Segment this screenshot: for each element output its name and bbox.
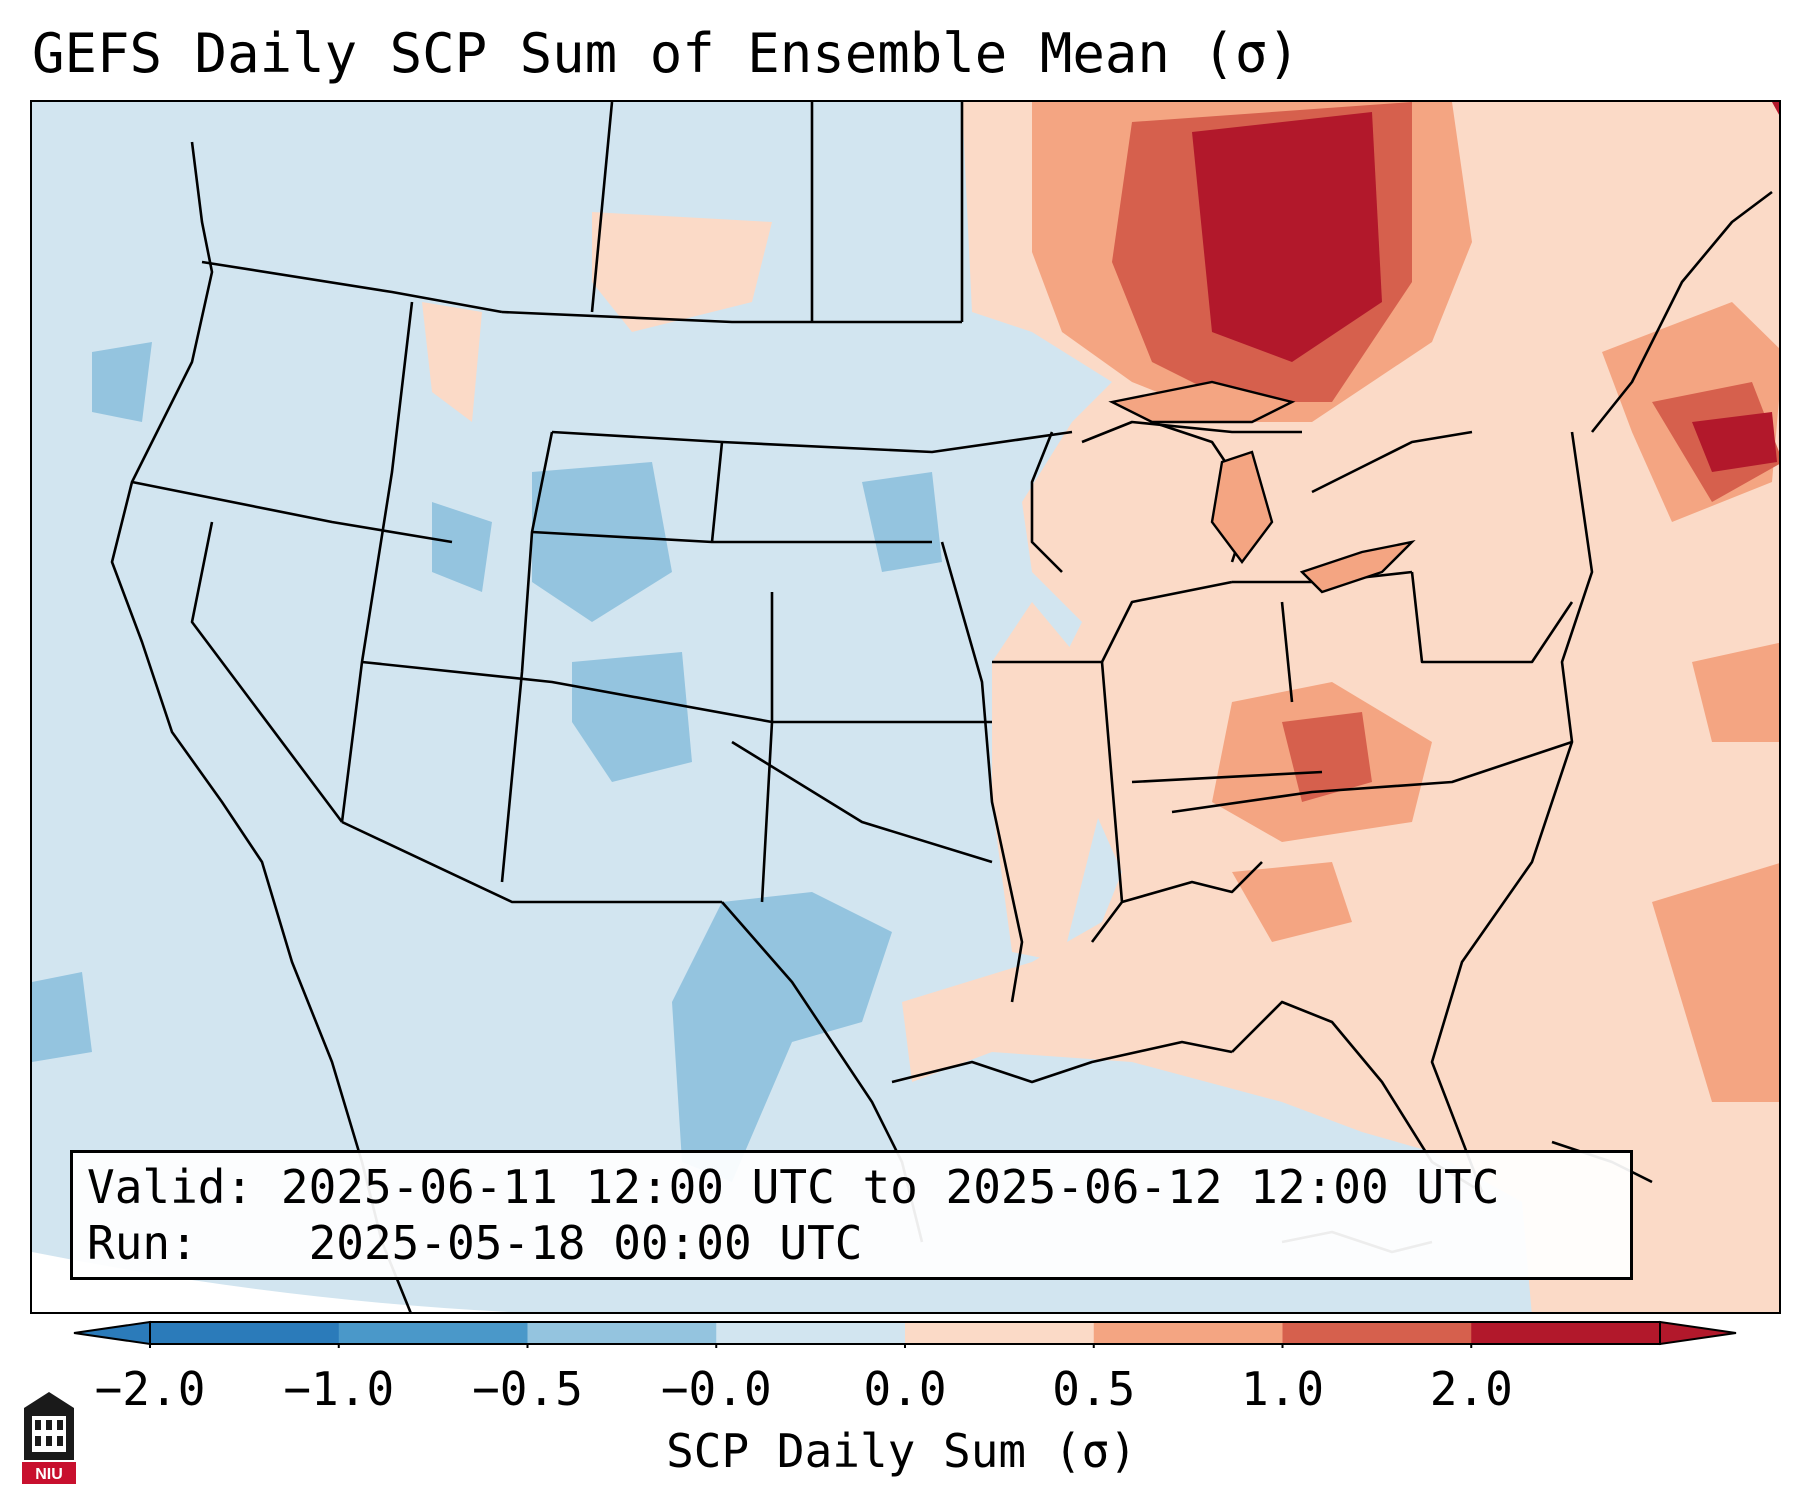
tick-label: 1.0 [1240, 1362, 1325, 1416]
projection-edge [32, 1252, 510, 1312]
colorbar-segment [905, 1322, 1095, 1344]
great-lakes [1108, 380, 1416, 594]
tick-label: −0.0 [660, 1362, 772, 1416]
run-value: 2025-05-18 00:00 UTC [308, 1216, 863, 1270]
colorbar-segment [150, 1322, 340, 1344]
colorbar-segment [338, 1322, 528, 1344]
colorbar-label: SCP Daily Sum (σ) [666, 1424, 1137, 1478]
boundaries [110, 102, 1773, 1312]
colorbar-segment [1093, 1322, 1283, 1344]
map-panel: Valid: 2025-06-11 12:00 UTC to 2025-06-1… [30, 100, 1781, 1314]
validity-info-box: Valid: 2025-06-11 12:00 UTC to 2025-06-1… [70, 1150, 1633, 1280]
valid-value: 2025-06-11 12:00 UTC to 2025-06-12 12:00… [280, 1160, 1500, 1214]
valid-label: Valid: [87, 1160, 254, 1214]
tick-label: 0.0 [863, 1362, 947, 1416]
colorbar-segment [1282, 1322, 1472, 1344]
colorbar-extend-high [1659, 1320, 1737, 1346]
tick-label: 2.0 [1429, 1362, 1513, 1416]
tick-label: −2.0 [94, 1362, 206, 1416]
niu-logo: NIU [22, 1392, 76, 1484]
svg-text:NIU: NIU [35, 1466, 63, 1483]
colorbar-segment [1471, 1322, 1661, 1344]
tick-label: −0.5 [472, 1362, 583, 1416]
run-label: Run: [87, 1216, 198, 1270]
tick-label: 0.5 [1052, 1362, 1136, 1416]
colorbar-extend-low [73, 1320, 151, 1346]
map-title: GEFS Daily SCP Sum of Ensemble Mean (σ) [32, 22, 1300, 85]
tick-label: −1.0 [283, 1362, 395, 1416]
scp-map [32, 102, 1779, 1312]
negative-anomaly-field [32, 342, 942, 1182]
positive-anomaly-field [422, 102, 1779, 1312]
colorbar-segment [716, 1322, 906, 1344]
colorbar-segment [527, 1322, 717, 1344]
colorbar [73, 1320, 1737, 1348]
